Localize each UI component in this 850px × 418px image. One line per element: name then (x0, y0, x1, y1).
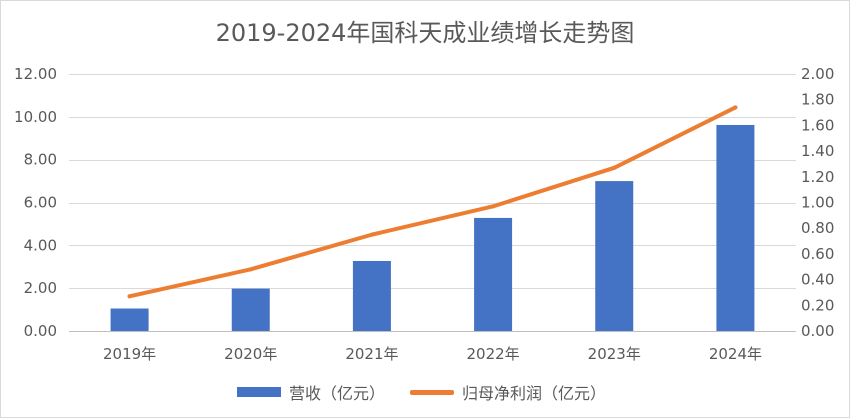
y-left-tick-label: 0.00 (24, 322, 57, 340)
point-net-profit (612, 165, 617, 170)
point-net-profit (733, 105, 738, 110)
bar-revenue (110, 308, 149, 331)
y-right-tick-label: 0.80 (801, 219, 834, 237)
y-left-tick-label: 2.00 (24, 279, 57, 297)
x-tick-label: 2021年 (345, 345, 398, 363)
point-net-profit (248, 267, 253, 272)
y-right-tick-label: 1.00 (801, 194, 834, 212)
bar-revenue (474, 217, 513, 331)
chart-title: 2019-2024年国科天成业绩增长走势图 (215, 19, 635, 47)
x-tick-label: 2023年 (588, 345, 641, 363)
bar-revenue (716, 124, 755, 331)
bar-revenue (595, 181, 634, 331)
y-right-tick-label: 1.20 (801, 168, 834, 186)
legend-swatch-revenue (237, 387, 281, 397)
y-left-tick-label: 6.00 (24, 194, 57, 212)
x-tick-label: 2019年 (103, 345, 156, 363)
y-right-tick-label: 0.60 (801, 245, 834, 263)
y-right-tick-label: 1.80 (801, 91, 834, 109)
y-right-tick-label: 0.00 (801, 322, 834, 340)
y-right-tick-label: 1.40 (801, 142, 834, 160)
line-net-profit (127, 105, 738, 299)
legend-item-net-profit: 归母净利润（亿元） (410, 377, 606, 407)
legend-item-revenue: 营收（亿元） (237, 377, 385, 407)
point-net-profit (127, 294, 132, 299)
x-tick-label: 2022年 (466, 345, 519, 363)
bar-revenue (352, 260, 391, 331)
y-left-tick-label: 8.00 (24, 151, 57, 169)
legend-label-revenue: 营收（亿元） (289, 384, 386, 403)
y-left-tick-label: 12.00 (14, 65, 57, 83)
point-net-profit (491, 204, 496, 209)
legend: 营收（亿元） 归母净利润（亿元） (1, 377, 849, 407)
x-tick-label: 2024年 (709, 345, 762, 363)
y-right-tick-label: 1.60 (801, 116, 834, 134)
bar-revenue (231, 288, 270, 331)
legend-swatch-net-profit (410, 389, 454, 395)
y-left-tick-label: 4.00 (24, 236, 57, 254)
legend-label-net-profit: 归母净利润（亿元） (462, 384, 607, 403)
y-right-tick-label: 2.00 (801, 65, 834, 83)
y-right-tick-label: 0.20 (801, 296, 834, 314)
point-net-profit (369, 232, 374, 237)
y-right-tick-label: 0.40 (801, 271, 834, 289)
y-left-tick-label: 10.00 (14, 108, 57, 126)
x-tick-label: 2020年 (224, 345, 277, 363)
